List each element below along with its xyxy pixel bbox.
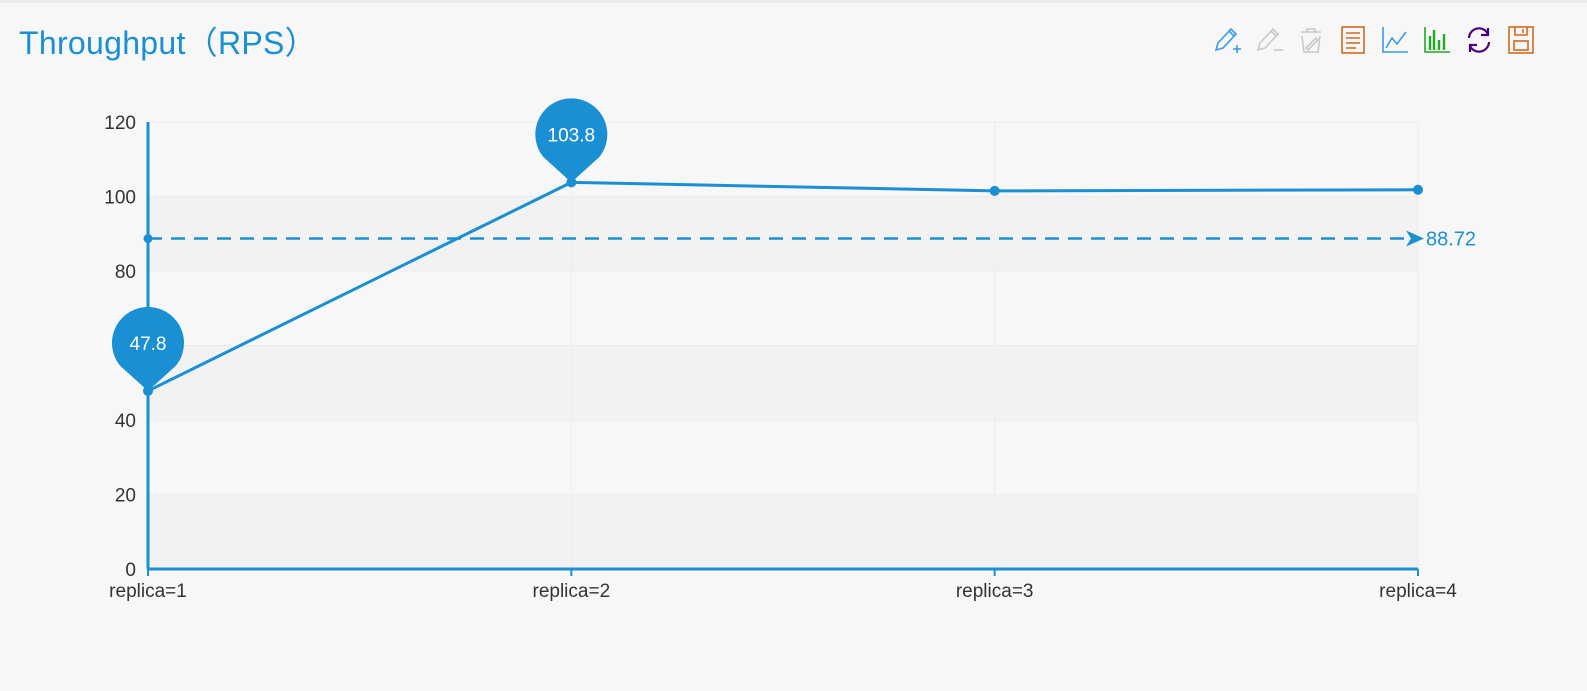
toolbox-save-image-button[interactable] — [1504, 22, 1538, 58]
data-point — [989, 185, 1000, 196]
average-line-start-dot — [143, 234, 153, 244]
save-image-icon — [1508, 26, 1534, 54]
toolbox-clear-button[interactable] — [1294, 22, 1328, 58]
y-tick-label: 40 — [115, 411, 136, 432]
y-tick-label: 100 — [104, 188, 136, 209]
chart-title: Throughput（RPS） — [19, 25, 317, 61]
toolbox-line-chart-button[interactable] — [1378, 22, 1412, 58]
data-view-icon — [1341, 26, 1365, 54]
bar-chart-icon — [1424, 27, 1450, 53]
grid-band — [148, 420, 1418, 495]
x-tick-label: replica=1 — [109, 581, 187, 602]
line-chart-icon — [1382, 27, 1408, 53]
clear-icon — [1301, 28, 1321, 53]
toolbox-bar-chart-button[interactable] — [1420, 22, 1454, 58]
average-line-arrow — [1406, 230, 1424, 247]
toolbox-restore-button[interactable] — [1462, 22, 1496, 58]
series-line — [147, 180, 1419, 393]
data-point — [1413, 184, 1423, 195]
top-border — [0, 0, 1587, 3]
mark-point-label: 103.8 — [548, 125, 596, 146]
y-tick-label: 0 — [125, 560, 136, 581]
toolbox-edit-remove-button[interactable] — [1252, 22, 1286, 58]
mark-point-label: 47.8 — [130, 334, 167, 355]
grid-band — [148, 196, 1418, 271]
mark-point-pin — [112, 306, 184, 391]
grid-band — [148, 122, 1418, 197]
edit-remove-icon — [1256, 27, 1283, 52]
restore-icon — [1467, 27, 1491, 53]
x-tick-label: replica=2 — [533, 581, 611, 602]
x-tick-label: replica=3 — [956, 581, 1034, 602]
toolbox-data-view-button[interactable] — [1336, 22, 1370, 58]
toolbox — [1210, 22, 1538, 58]
grid-band — [148, 271, 1418, 346]
edit-add-icon — [1214, 27, 1241, 53]
average-line-label: 88.72 — [1426, 229, 1476, 251]
y-tick-label: 80 — [115, 262, 136, 283]
x-tick-label: replica=4 — [1379, 581, 1457, 602]
grid-band — [148, 494, 1418, 569]
grid-band — [148, 345, 1418, 420]
y-tick-label: 20 — [115, 486, 136, 507]
y-tick-label: 120 — [104, 113, 136, 134]
mark-point-pin — [535, 98, 608, 183]
toolbox-edit-add-button[interactable] — [1210, 22, 1244, 58]
